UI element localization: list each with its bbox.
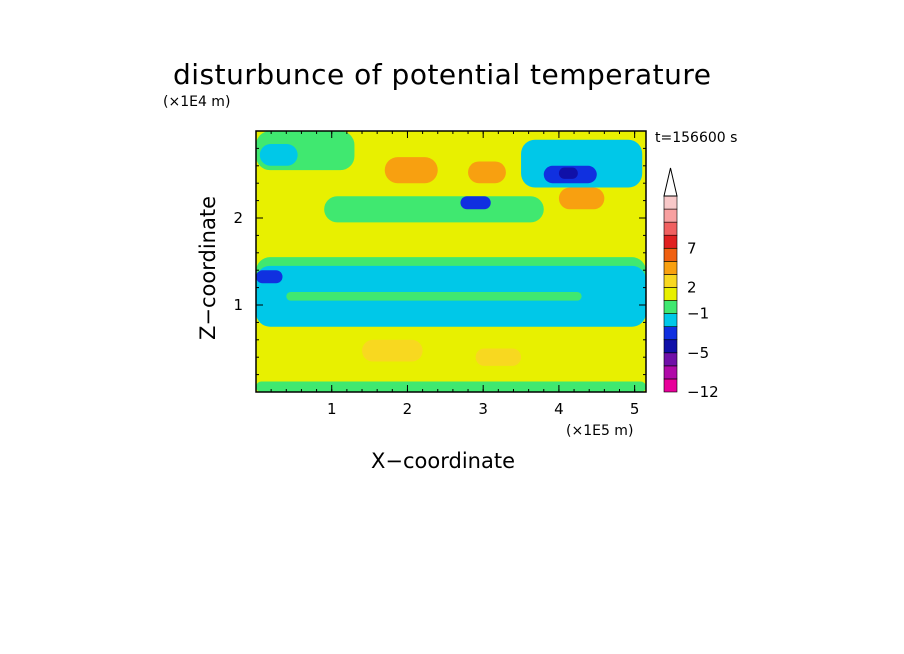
colorbar-swatch: [663, 365, 678, 380]
x-axis-title: X−coordinate: [371, 449, 515, 473]
colorbar-swatch: [663, 352, 678, 367]
plot-frame: [255, 130, 647, 393]
region-green-upper-band: [324, 196, 544, 223]
x-axis-scale-label: (×1E5 m): [566, 423, 634, 439]
x-tick-label: 2: [403, 400, 413, 418]
colorbar-swatch: [663, 208, 678, 223]
colorbar-label: 7: [687, 239, 697, 257]
x-tick-label: 5: [630, 400, 640, 418]
colorbar-swatch: [663, 378, 678, 393]
colorbar-swatch: [663, 326, 678, 341]
colorbar-swatch: [663, 300, 678, 314]
colorbar-swatch: [663, 274, 678, 288]
region-cyan-top-left: [259, 144, 298, 166]
colorbar-swatch: [663, 195, 678, 210]
colorbar-extend-arrow: [663, 167, 678, 197]
axis-ticks: 1 2 3 4 5 1 2: [233, 131, 646, 418]
x-tick-label: 3: [478, 400, 488, 418]
colorbar-swatch: [663, 339, 678, 354]
x-tick-label: 4: [554, 400, 564, 418]
region-orange-low-2: [475, 348, 522, 366]
region-band-yellow-low: [256, 329, 646, 384]
y-axis-scale-label: (×1E4 m): [163, 94, 231, 110]
colorbar-swatch: [663, 221, 678, 236]
region-green-bottom-strip: [256, 381, 646, 392]
region-orange-upper-1: [384, 157, 438, 184]
colorbar-swatch: [663, 247, 678, 262]
time-label: t=156600 s: [655, 130, 738, 146]
colorbar-swatch: [663, 313, 678, 327]
colorbar: −12−5−127: [663, 167, 719, 401]
colorbar-swatch: [663, 261, 678, 275]
region-orange-upper-3: [558, 187, 605, 210]
colorbar-label: −12: [687, 383, 719, 401]
colorbar-label: −5: [687, 344, 709, 362]
y-tick-label: 1: [233, 296, 243, 314]
region-band-green-mid: [286, 291, 582, 301]
colorbar-label: −1: [687, 305, 709, 323]
contour-regions: [256, 131, 646, 392]
colorbar-label: 2: [687, 278, 697, 296]
y-tick-label: 2: [233, 209, 243, 227]
region-orange-low-1: [362, 339, 423, 362]
colorbar-swatch: [663, 287, 678, 301]
region-blue-left-spot: [256, 270, 283, 284]
chart-title: disturbunce of potential temperature: [173, 58, 712, 91]
region-blue-upper-mid: [460, 196, 491, 210]
colorbar-swatch: [663, 234, 678, 249]
region-navy-top-right: [558, 167, 578, 179]
region-orange-upper-2: [468, 161, 506, 184]
x-tick-label: 1: [327, 400, 337, 418]
